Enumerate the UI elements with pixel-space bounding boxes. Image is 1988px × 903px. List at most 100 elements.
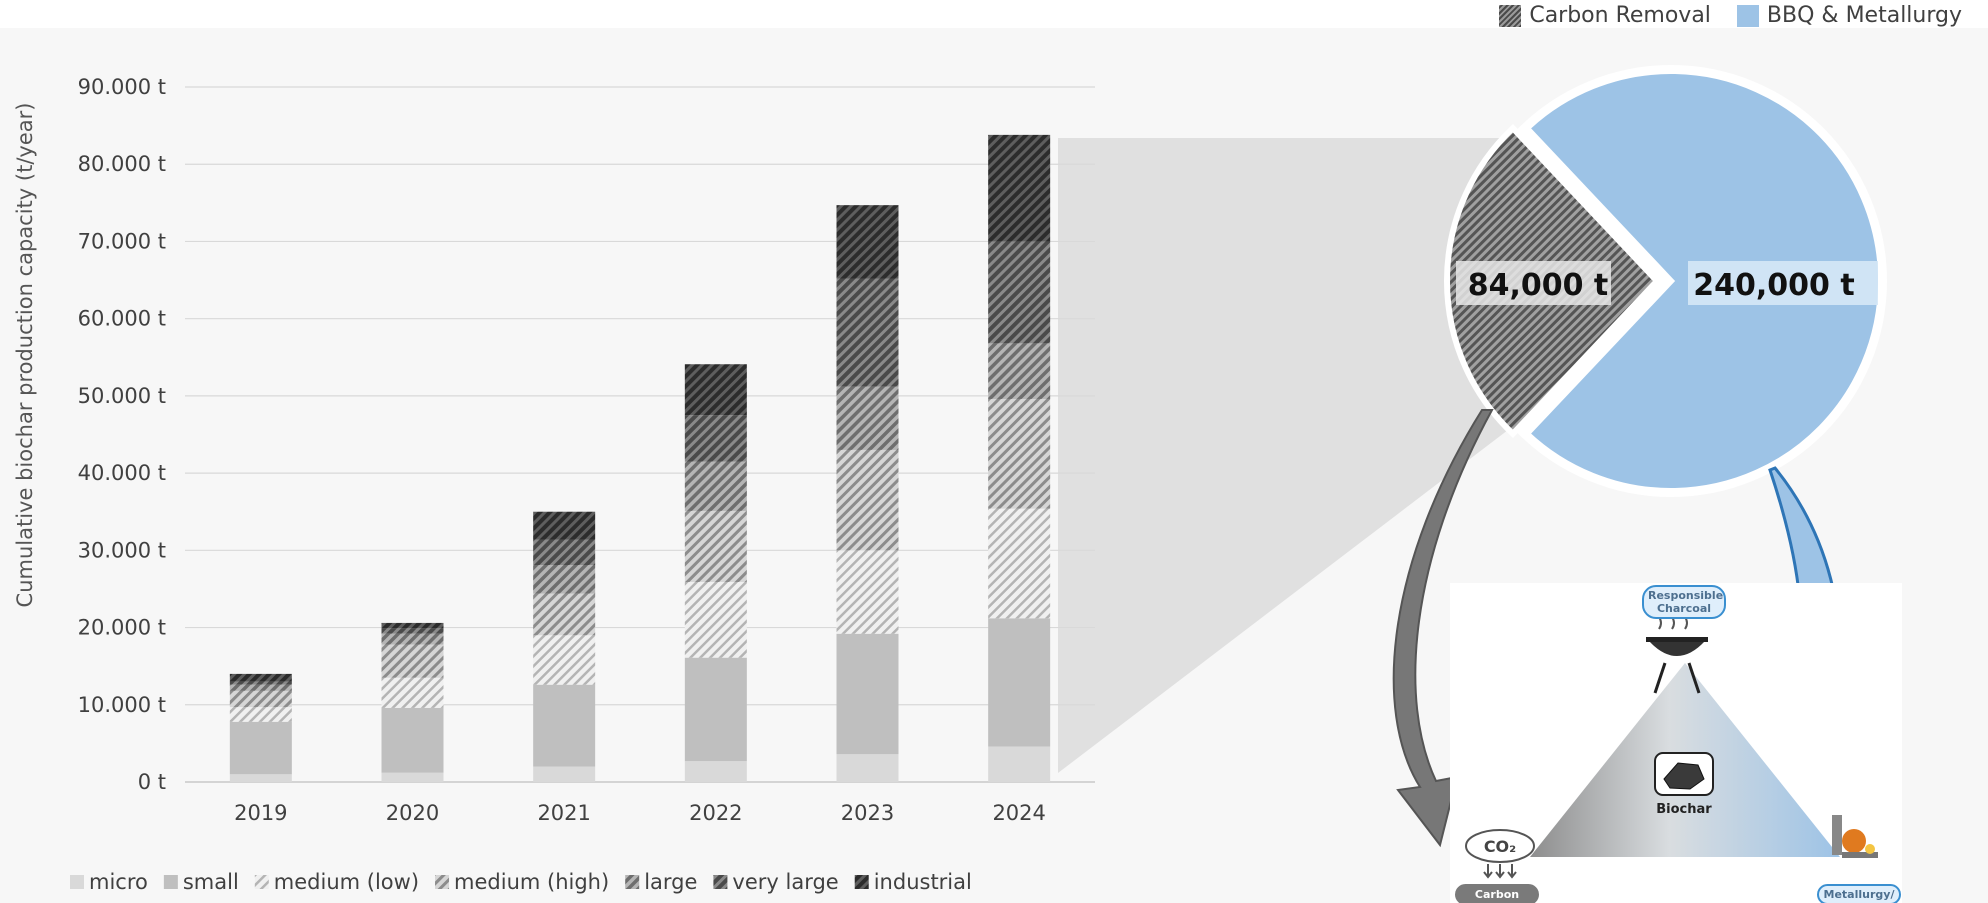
x-tick-label: 2020 [386, 801, 439, 825]
bar-segment-large [381, 633, 444, 645]
metallurgy-icon [1832, 815, 1878, 858]
x-tick-label: 2019 [234, 801, 287, 825]
bar-segment-very-large [381, 628, 444, 634]
pie-label-carbon-removal: 84,000 t [1468, 268, 1609, 303]
bar-segment-medium-low [684, 581, 747, 658]
bar-stacks [229, 134, 1051, 782]
biochar-label: Biochar [1656, 802, 1712, 817]
carbon-label: Carbon [1455, 884, 1539, 903]
bar-segment-micro [533, 766, 596, 782]
pie-chart: 84,000 t 240,000 t [1444, 65, 1887, 497]
bar-segment-micro [684, 761, 747, 782]
legend-item-carbon-removal: Carbon Removal [1499, 3, 1711, 28]
co2-cloud-icon: CO₂ [1465, 829, 1535, 879]
bar-segment-very-large [684, 415, 747, 462]
bar-segment-large [533, 565, 596, 594]
y-tick-label: 90.000 t [78, 75, 166, 99]
x-tick-label: 2022 [689, 801, 742, 825]
bar-segment-large [836, 386, 899, 450]
bar-segment-small [836, 633, 899, 755]
y-tick-label: 0 t [138, 770, 166, 794]
bar-segment-large [988, 343, 1051, 399]
biochar-icon [1654, 752, 1714, 796]
legend-swatch [163, 875, 178, 889]
biochar-triangle: Biochar CO₂ [1465, 604, 1878, 879]
bar-segment-medium-high [381, 644, 444, 678]
legend-swatch [435, 875, 450, 889]
bar-segment-medium-high [988, 398, 1051, 509]
bar-segment-very-large [836, 278, 899, 387]
pie-label-bg-bbq [1688, 261, 1878, 305]
gridlines [185, 86, 1095, 783]
legend-label: very large [732, 870, 838, 894]
x-axis-ticks: 2019 2020 2021 2022 2023 2024 [234, 801, 1046, 825]
bar-segment-industrial [836, 205, 899, 279]
legend-swatch [254, 875, 269, 889]
legend-label: industrial [874, 870, 972, 894]
y-tick-label: 10.000 t [78, 693, 166, 717]
co2-label: CO₂ [1484, 837, 1516, 856]
bar-segment-medium-high [836, 449, 899, 551]
bar-segment-small [229, 721, 292, 775]
bar-segment-medium-high [533, 593, 596, 636]
x-tick-label: 2023 [841, 801, 894, 825]
zoom-connector [1058, 138, 1508, 773]
bar-segment-small [533, 684, 596, 767]
bar-segment-medium-low [836, 550, 899, 634]
bar-segment-medium-low [533, 635, 596, 685]
y-tick-label: 40.000 t [78, 461, 166, 485]
bar-segment-very-large [533, 539, 596, 566]
bar-segment-industrial [988, 134, 1051, 242]
bar-segment-very-large [988, 241, 1051, 344]
bar-segment-micro [836, 754, 899, 782]
y-tick-label: 20.000 t [78, 616, 166, 640]
legend-swatch [854, 875, 869, 889]
legend-swatch-carbon-removal [1499, 4, 1522, 27]
y-axis-ticks: 0 t 10.000 t 20.000 t 30.000 t 40.000 t 50.00… [78, 75, 166, 794]
bar-segment-small [684, 657, 747, 762]
y-tick-label: 80.000 t [78, 152, 166, 176]
legend-label: medium (high) [454, 870, 609, 894]
x-tick-label: 2024 [992, 801, 1045, 825]
bar-segment-micro [988, 746, 1051, 782]
legend-swatch [713, 875, 728, 889]
legend-swatch-bbq-metallurgy [1736, 4, 1759, 27]
legend-label: medium (low) [274, 870, 419, 894]
bar-segment-industrial [533, 511, 596, 540]
responsible-charcoal-line1: Responsible [1648, 589, 1724, 602]
responsible-charcoal-line2: Charcoal [1656, 602, 1712, 615]
y-axis-label: Cumulative biochar production capacity (… [13, 103, 37, 608]
bar-segment-medium-high [684, 510, 747, 582]
bottom-legend: micro small medium (low) medium (high) large… [70, 870, 972, 894]
legend-label-carbon-removal: Carbon Removal [1529, 3, 1711, 28]
bar-segment-industrial [381, 622, 444, 629]
bar-segment-very-large [229, 681, 292, 685]
legend-swatch [70, 875, 84, 889]
arrow-carbon-removal [1392, 409, 1494, 848]
legend-swatch [625, 875, 640, 889]
bar-segment-medium-low [988, 508, 1051, 619]
y-tick-label: 60.000 t [78, 307, 166, 331]
top-legend: Carbon Removal BBQ & Metallurgy [1499, 3, 1962, 28]
bar-segment-small [381, 707, 444, 773]
bar-segment-micro [229, 774, 292, 782]
biochar-diagram: Biochar CO₂ Responsible Charcoal Carbon … [1450, 583, 1902, 903]
bar-segment-large [684, 461, 747, 511]
bar-segment-small [988, 618, 1051, 747]
bar-segment-medium-low [381, 677, 444, 708]
legend-label: small [183, 870, 239, 894]
legend-item-bbq-metallurgy: BBQ & Metallurgy [1736, 3, 1962, 28]
metallurgy-label: Metallurgy/ [1817, 884, 1901, 903]
bar-segment-industrial [229, 673, 292, 682]
legend-label-bbq-metallurgy: BBQ & Metallurgy [1766, 3, 1962, 28]
y-tick-label: 70.000 t [78, 229, 166, 253]
bar-segment-large [229, 684, 292, 691]
legend-label: large [644, 870, 697, 894]
top-bar [0, 0, 1988, 28]
pie-label-bg-carbon [1456, 261, 1611, 305]
responsible-charcoal-label: Responsible Charcoal [1642, 585, 1726, 619]
legend-label: micro [89, 870, 148, 894]
bar-segment-industrial [684, 364, 747, 416]
bar-segment-medium-high [229, 690, 292, 708]
